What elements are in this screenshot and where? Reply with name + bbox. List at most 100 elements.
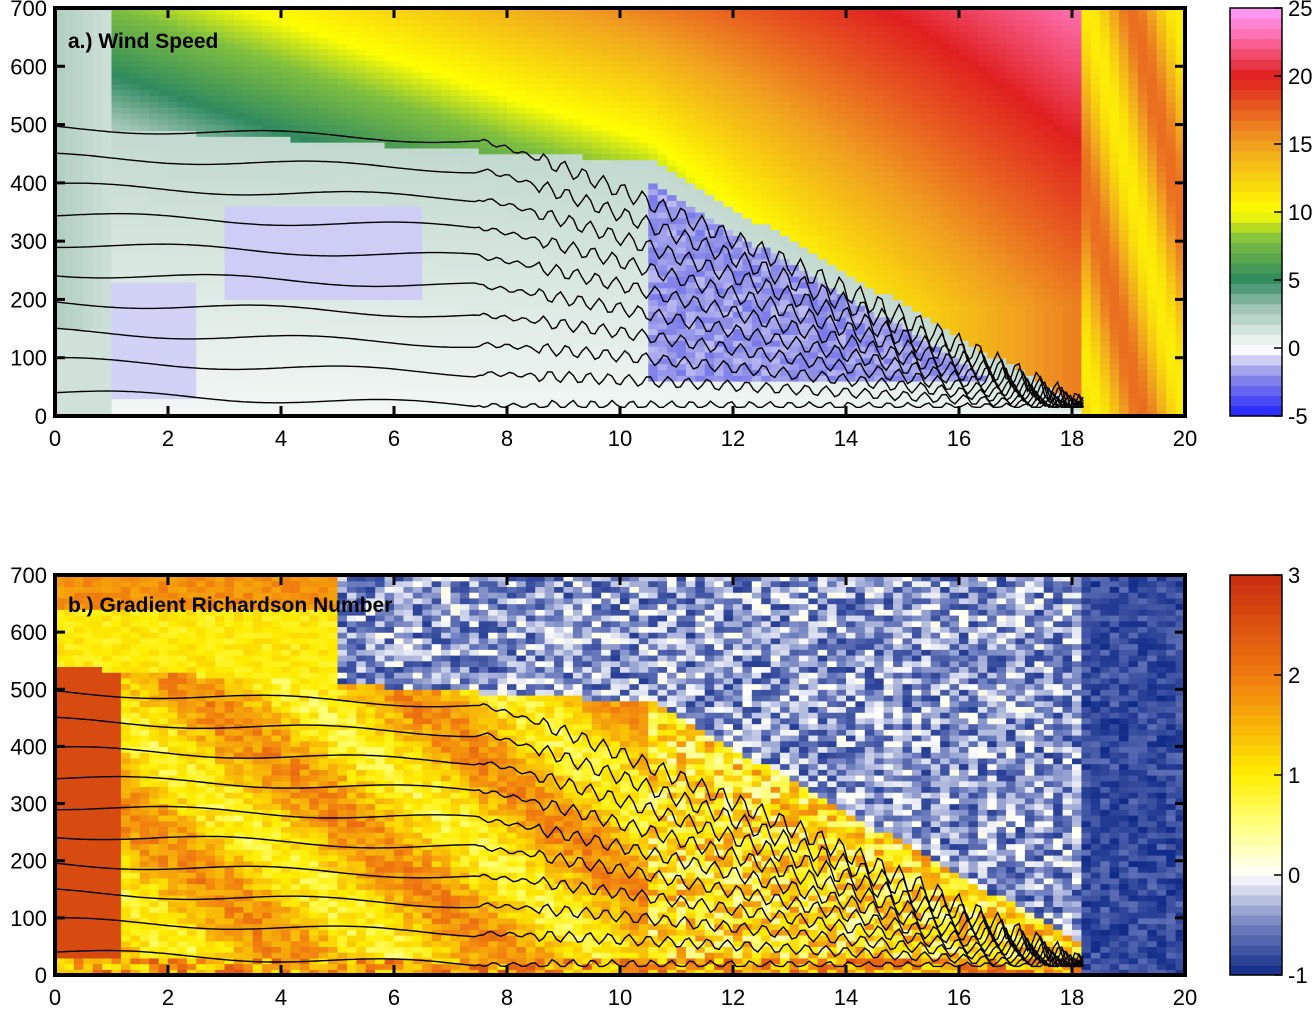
field-cell xyxy=(356,206,367,213)
field-cell xyxy=(394,159,405,166)
field-cell xyxy=(73,25,84,32)
field-cell xyxy=(130,72,141,79)
field-cell xyxy=(186,101,197,108)
field-cell xyxy=(459,165,470,172)
field-cell xyxy=(149,223,160,231)
field-cell xyxy=(667,206,678,213)
field-cell xyxy=(648,392,659,400)
field-cell xyxy=(601,206,612,213)
field-cell xyxy=(488,77,499,85)
field-cell xyxy=(563,328,574,335)
field-cell xyxy=(215,182,226,190)
field-cell xyxy=(535,107,546,114)
field-cell xyxy=(177,369,188,376)
field-cell xyxy=(346,316,357,324)
field-cell xyxy=(196,118,207,126)
field-cell xyxy=(563,182,574,190)
field-cell xyxy=(111,369,122,376)
field-cell xyxy=(233,392,244,400)
field-cell xyxy=(252,287,263,295)
field-cell xyxy=(685,77,696,85)
field-cell xyxy=(459,305,470,312)
field-cell xyxy=(563,311,574,318)
field-cell xyxy=(525,252,536,260)
field-cell xyxy=(601,363,612,370)
field-cell xyxy=(186,410,197,416)
field-cell xyxy=(130,392,141,400)
field-cell xyxy=(365,206,376,213)
field-cell xyxy=(507,165,518,172)
field-cell xyxy=(130,328,141,335)
field-cell xyxy=(544,124,555,131)
field-cell xyxy=(676,264,687,271)
field-cell xyxy=(648,281,659,289)
field-cell xyxy=(676,60,687,67)
field-cell xyxy=(281,182,292,190)
field-cell xyxy=(205,72,216,79)
field-cell xyxy=(375,398,386,405)
field-cell xyxy=(186,357,197,365)
field-cell xyxy=(318,107,329,114)
field-cell xyxy=(507,223,518,231)
field-cell xyxy=(572,281,583,289)
field-cell xyxy=(478,194,489,201)
field-cell xyxy=(478,316,489,324)
field-cell xyxy=(243,77,254,85)
field-cell xyxy=(168,136,179,143)
field-cell xyxy=(469,363,480,370)
field-cell xyxy=(233,351,244,359)
field-cell xyxy=(130,386,141,394)
field-cell xyxy=(572,112,583,120)
field-cell xyxy=(544,293,555,301)
field-cell xyxy=(601,95,612,102)
field-cell xyxy=(601,375,612,382)
field-cell xyxy=(196,95,207,102)
field-cell xyxy=(337,212,348,219)
field-cell xyxy=(375,48,386,56)
field-cell xyxy=(535,381,546,388)
field-cell xyxy=(648,369,659,376)
field-cell xyxy=(685,31,696,38)
field-cell xyxy=(177,264,188,271)
field-cell xyxy=(497,334,508,341)
field-cell xyxy=(507,246,518,254)
field-cell xyxy=(384,153,395,161)
field-cell xyxy=(441,293,452,301)
field-cell xyxy=(328,357,339,365)
field-cell xyxy=(601,217,612,225)
field-cell xyxy=(544,346,555,353)
field-cell xyxy=(111,194,122,201)
field-cell xyxy=(111,124,122,131)
field-cell xyxy=(252,270,263,277)
field-cell xyxy=(648,66,659,73)
field-cell xyxy=(384,229,395,236)
field-cell xyxy=(139,287,150,295)
field-cell xyxy=(186,340,197,347)
field-cell xyxy=(92,42,103,50)
field-cell xyxy=(346,287,357,295)
field-cell xyxy=(309,107,320,114)
field-cell xyxy=(544,118,555,126)
field-cell xyxy=(704,386,715,394)
field-cell xyxy=(422,31,433,38)
field-cell xyxy=(450,194,461,201)
field-cell xyxy=(299,89,310,97)
field-cell xyxy=(554,357,565,365)
field-cell xyxy=(243,410,254,416)
field-cell xyxy=(648,153,659,161)
field-cell xyxy=(309,212,320,219)
field-cell xyxy=(459,381,470,388)
field-cell xyxy=(422,270,433,277)
field-cell xyxy=(431,246,442,254)
field-cell xyxy=(205,54,216,62)
field-cell xyxy=(422,357,433,365)
field-cell xyxy=(488,305,499,312)
field-cell xyxy=(450,217,461,225)
field-cell xyxy=(667,334,678,341)
field-cell xyxy=(563,72,574,79)
field-cell xyxy=(610,25,621,32)
field-cell xyxy=(281,48,292,56)
field-cell xyxy=(262,188,273,196)
field-cell xyxy=(667,77,678,85)
field-cell xyxy=(262,357,273,365)
